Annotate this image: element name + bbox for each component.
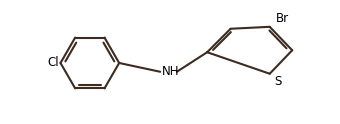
Text: S: S — [274, 75, 281, 88]
Text: NH: NH — [162, 65, 180, 78]
Text: Cl: Cl — [47, 56, 58, 69]
Text: Br: Br — [276, 13, 289, 26]
